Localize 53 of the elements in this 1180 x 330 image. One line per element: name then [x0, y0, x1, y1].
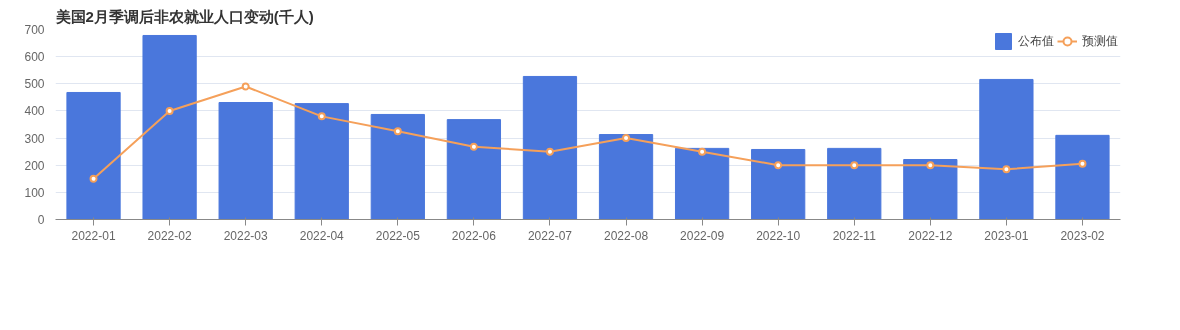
point: [89, 174, 98, 183]
x-tick-label: 2022-09: [680, 228, 725, 243]
point: [393, 127, 402, 136]
x-tick-label: 2022-04: [299, 228, 345, 243]
bar: [979, 78, 1034, 220]
y-tick-label: 600: [24, 50, 45, 65]
bar: [1055, 134, 1110, 220]
x-tick-label: 2022-07: [527, 228, 573, 243]
legend-label: 公布值: [1018, 32, 1054, 50]
y-tick-label: 400: [24, 104, 45, 119]
point: [165, 106, 174, 115]
x-tick-label: 2022-06: [451, 228, 497, 243]
x-tick-label: 2023-01: [984, 228, 1029, 243]
y-tick-label: 0: [37, 213, 45, 227]
x-tick-label: 2022-08: [604, 228, 649, 243]
y-tick-label: 500: [24, 77, 45, 92]
bar: [674, 147, 730, 220]
bar: [903, 159, 958, 220]
bar: [370, 113, 425, 220]
x-tick-label: 2023-02: [1060, 228, 1105, 243]
bar: [218, 102, 273, 220]
y-tick-label: 700: [24, 23, 45, 37]
bar: [522, 75, 578, 220]
point: [1002, 165, 1011, 174]
point: [774, 161, 783, 170]
x-tick-label: 2022-01: [71, 228, 116, 243]
y-tick-label: 100: [24, 185, 45, 200]
point: [698, 147, 707, 156]
x-tick-label: 2022-11: [832, 228, 877, 243]
x-tick-label: 2022-03: [223, 228, 269, 243]
bar: [827, 147, 882, 220]
bar: [598, 134, 654, 220]
legend-label: 预测值: [1082, 32, 1118, 50]
bar: [751, 148, 806, 220]
point: [469, 142, 478, 151]
y-tick-label: 300: [24, 131, 45, 146]
bar: [66, 91, 121, 220]
bar: [294, 103, 349, 220]
point: [1078, 159, 1087, 168]
point: [545, 147, 554, 156]
point: [241, 82, 250, 91]
point: [850, 161, 859, 170]
chart-title: 美国2月季调后非农就业人口变动(千人): [54, 7, 314, 25]
bar: [142, 34, 197, 220]
x-tick-label: 2022-02: [147, 228, 192, 243]
point: [622, 134, 631, 143]
point: [317, 112, 326, 121]
point: [926, 161, 935, 170]
x-tick-label: 2022-10: [756, 228, 801, 243]
bar: [446, 119, 502, 220]
x-tick-label: 2022-12: [908, 228, 953, 243]
y-tick-label: 200: [24, 158, 45, 173]
x-tick-label: 2022-05: [375, 228, 421, 243]
